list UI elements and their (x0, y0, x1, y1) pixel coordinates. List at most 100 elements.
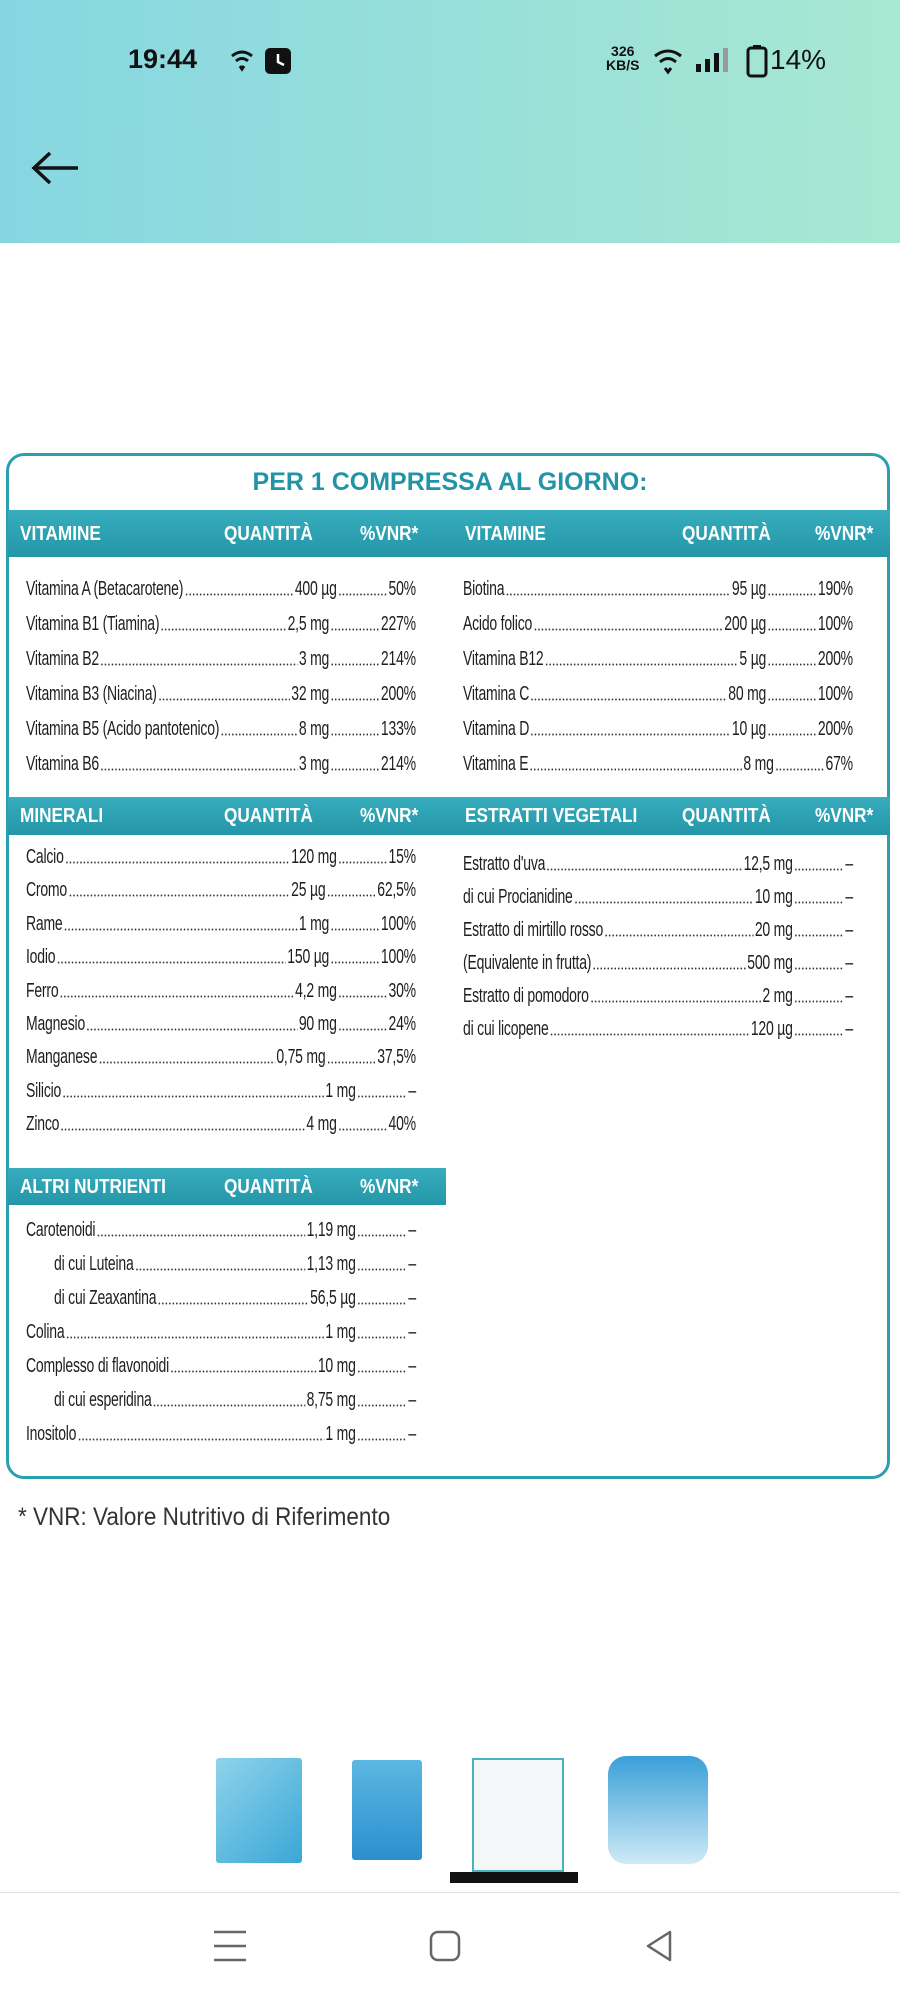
leader-dots (592, 967, 746, 970)
leader-dots (357, 1336, 407, 1339)
nutrient-name: Zinco (26, 1113, 60, 1136)
leader-dots (574, 901, 754, 904)
nutrient-name: Vitamina B12 (463, 648, 544, 670)
nutrient-row: di cui esperidina 8,75 mg – (26, 1390, 416, 1410)
nutrient-row: Ferro 4,2 mg 30% (26, 981, 416, 1001)
nutrient-quantity: 3 mg (298, 648, 330, 670)
column-header: VITAMINE (465, 522, 546, 545)
leader-dots (794, 1000, 844, 1003)
leader-dots (546, 868, 743, 871)
nutrient-vnr: 200% (817, 718, 853, 740)
nutrient-quantity: 20 mg (754, 919, 793, 941)
back-nav-button[interactable] (644, 1929, 674, 1963)
nutrient-name: Carotenoidi (26, 1219, 96, 1241)
speed-unit: KB/S (606, 57, 640, 73)
leader-dots (60, 1128, 306, 1132)
nutrient-vnr: – (408, 1253, 416, 1275)
leader-dots (77, 1438, 325, 1441)
leader-dots (170, 1370, 317, 1373)
leader-dots (357, 1302, 407, 1305)
thumbnail[interactable] (472, 1758, 564, 1872)
leader-dots (794, 1033, 844, 1036)
leader-dots (65, 1336, 325, 1339)
column-header: VITAMINE (20, 522, 101, 545)
nutrient-vnr: 30% (388, 979, 417, 1002)
nutrient-row: Silicio 1 mg – (26, 1081, 416, 1101)
nutrient-name: di cui Procianidine (463, 886, 573, 908)
thumbnail[interactable] (216, 1758, 302, 1863)
nutrient-row: Vitamina A (Betacarotene) 400 µg 50% (26, 579, 416, 599)
leader-dots (775, 768, 825, 771)
nutrient-quantity: 8,75 mg (306, 1389, 356, 1411)
nutrient-vnr: 200% (817, 648, 853, 670)
thumbnail[interactable] (352, 1760, 422, 1860)
nav-bar (0, 1892, 900, 2001)
leader-dots (590, 1000, 762, 1003)
leader-dots (338, 1128, 388, 1132)
leader-dots (529, 768, 743, 771)
nutrient-vnr: – (408, 1079, 416, 1102)
column-header: %VNR* (360, 522, 419, 545)
nutrient-name: Vitamina B1 (Tiamina) (26, 613, 160, 635)
leader-dots (326, 1061, 376, 1065)
thumbnails (0, 1740, 900, 1883)
nutrient-vnr: – (845, 919, 853, 941)
nutrient-vnr: – (408, 1389, 416, 1411)
nutrient-vnr: – (408, 1321, 416, 1343)
footnote: * VNR: Valore Nutritivo di Riferimento (18, 1503, 391, 1531)
nutrient-name: di cui Zeaxantina (54, 1287, 157, 1309)
nutrient-quantity: 95 µg (731, 578, 767, 600)
nutrient-quantity: 4 mg (306, 1113, 337, 1136)
nutrient-row: Vitamina B1 (Tiamina) 2,5 mg 227% (26, 614, 416, 634)
nutrient-quantity: 32 mg (291, 683, 330, 705)
nutrient-row: Inositolo 1 mg – (26, 1424, 416, 1444)
home-button[interactable] (428, 1929, 462, 1963)
nutrient-vnr: 24% (388, 1013, 417, 1035)
nutrient-vnr: 214% (380, 753, 416, 775)
leader-dots (100, 768, 298, 771)
nutrient-row: Estratto di pomodoro 2 mg – (463, 986, 853, 1006)
battery: 14% (770, 44, 827, 75)
nutrient-row: Complesso di flavonoidi 10 mg – (26, 1356, 416, 1376)
nutrient-quantity: 120 mg (291, 846, 337, 868)
leader-dots (544, 663, 739, 666)
nutrient-vnr: 100% (817, 683, 853, 705)
nutrient-name: (Equivalente in frutta) (463, 952, 592, 974)
leader-dots (68, 894, 290, 898)
nutrient-quantity: 1,13 mg (306, 1253, 356, 1275)
nutrient-name: Silicio (26, 1079, 62, 1102)
nutrient-quantity: 500 mg (747, 952, 793, 974)
nutrient-vnr: 200% (380, 683, 416, 705)
leader-dots (338, 593, 388, 596)
nutrient-name: Manganese (26, 1046, 98, 1069)
nutrient-vnr: 100% (380, 946, 416, 969)
nutrient-row: Vitamina B2 3 mg 214% (26, 649, 416, 669)
leader-dots (98, 1061, 275, 1065)
section-header-band (8, 797, 890, 835)
nutrient-name: Vitamina D (463, 718, 530, 740)
back-button[interactable] (30, 150, 82, 186)
column-header: %VNR* (815, 805, 874, 827)
nutrient-vnr: 190% (817, 578, 853, 600)
leader-dots (338, 994, 388, 998)
nutrient-vnr: 37,5% (377, 1046, 416, 1069)
menu-button[interactable] (212, 1929, 248, 1963)
leader-dots (330, 961, 380, 965)
nutrient-vnr: – (408, 1355, 416, 1377)
nutrient-quantity: 4,2 mg (295, 979, 337, 1002)
leader-dots (767, 698, 817, 701)
nutrient-quantity: 2 mg (762, 985, 793, 1007)
nutrient-row: Carotenoidi 1,19 mg – (26, 1220, 416, 1240)
nutrient-quantity: 5 µg (739, 648, 767, 670)
nutrient-quantity: 0,75 mg (276, 1046, 326, 1069)
nutrient-row: di cui Luteina 1,13 mg – (26, 1254, 416, 1274)
nutrient-name: di cui licopene (463, 1018, 549, 1040)
nutrient-name: Vitamina C (463, 683, 530, 705)
nutrient-vnr: 100% (380, 912, 416, 935)
nutrient-row: Rame 1 mg 100% (26, 914, 416, 934)
leader-dots (330, 768, 380, 771)
nutrient-row: Cromo 25 µg 62,5% (26, 880, 416, 900)
nutrient-vnr: – (408, 1219, 416, 1241)
nutrient-name: Magnesio (26, 1013, 86, 1035)
thumbnail[interactable] (608, 1756, 708, 1864)
